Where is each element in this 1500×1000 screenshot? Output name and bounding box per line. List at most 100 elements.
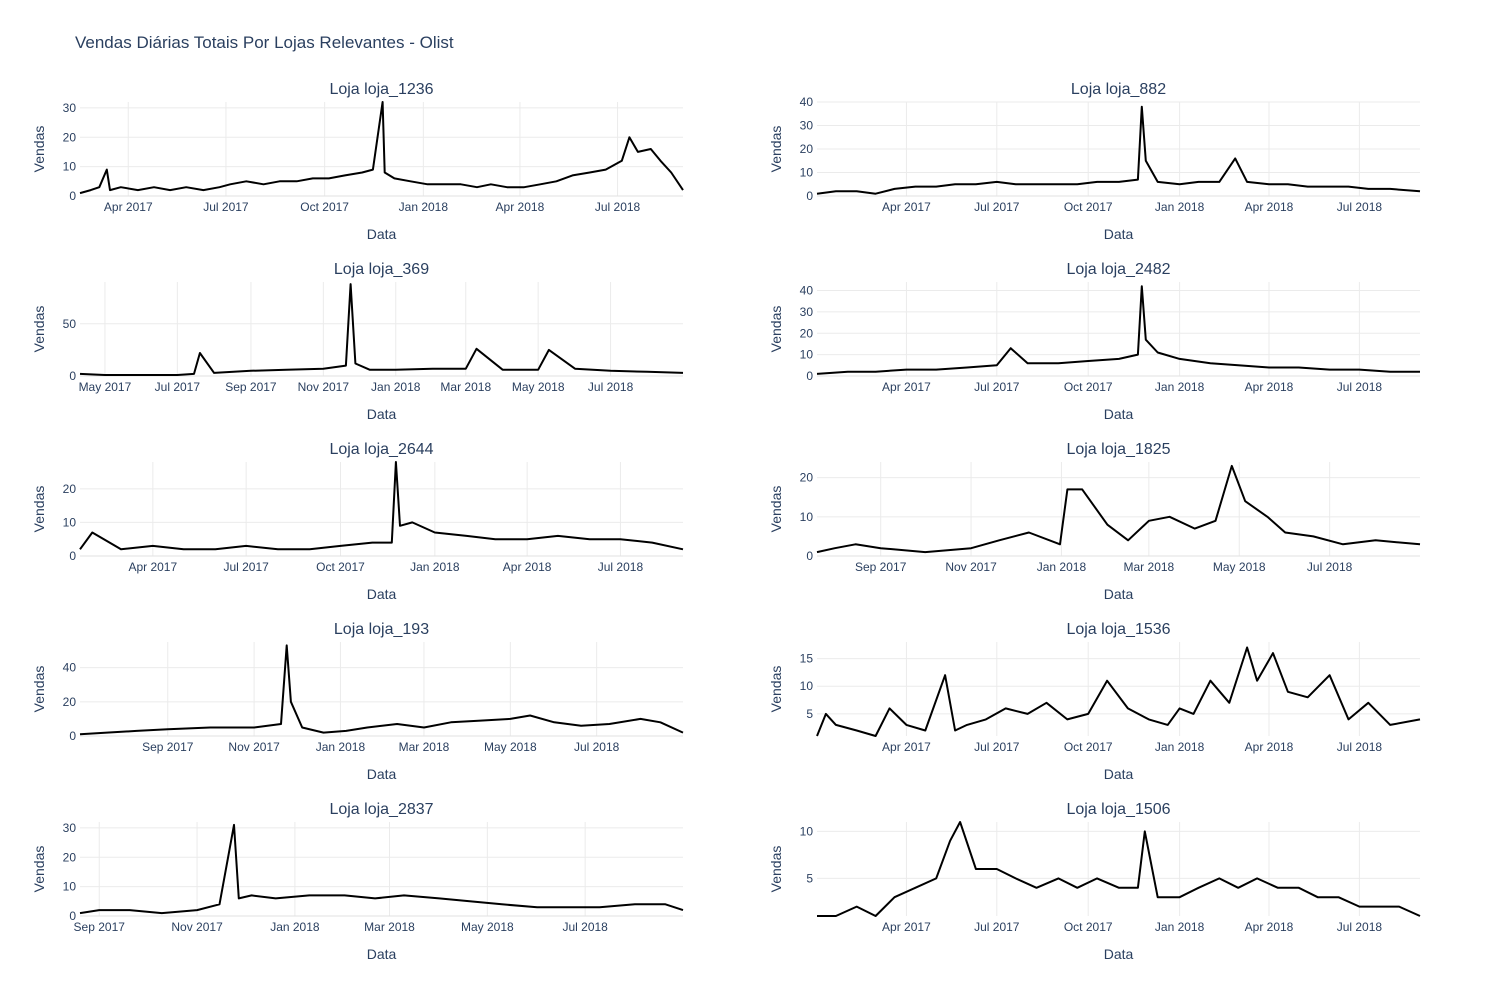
y-tick-label: 0 bbox=[69, 909, 76, 923]
subplot-5: Apr 2017 Jul 2017 Oct 2017 Jan 2018 Apr 2018… bbox=[31, 441, 684, 602]
x-tick-label: Apr 2017 bbox=[882, 740, 931, 754]
x-axis-title: Data bbox=[367, 226, 397, 242]
y-tick-label: 10 bbox=[800, 510, 814, 524]
x-axis-title: Data bbox=[367, 766, 397, 782]
x-tick-label: May 2017 bbox=[79, 380, 132, 394]
x-tick-label: Apr 2017 bbox=[882, 920, 931, 934]
subplot-title: Loja loja_2837 bbox=[329, 801, 433, 818]
subplot-10: Apr 2017 Jul 2017 Oct 2017 Jan 2018 Apr 2018… bbox=[768, 801, 1421, 962]
y-axis-title: Vendas bbox=[768, 666, 784, 713]
subplot-6: Sep 2017 Nov 2017 Jan 2018 Mar 2018 May 2018… bbox=[768, 441, 1421, 602]
y-tick-label: 40 bbox=[800, 95, 814, 109]
x-tick-label: Jan 2018 bbox=[1155, 740, 1205, 754]
x-tick-label: Jul 2017 bbox=[974, 920, 1020, 934]
x-tick-label: Oct 2017 bbox=[1064, 920, 1113, 934]
x-tick-label: Nov 2017 bbox=[228, 740, 280, 754]
x-tick-label: Jul 2017 bbox=[223, 560, 269, 574]
x-tick-label: Jan 2018 bbox=[1155, 200, 1205, 214]
x-tick-label: Jul 2017 bbox=[155, 380, 201, 394]
x-tick-label: Jul 2018 bbox=[598, 560, 644, 574]
x-tick-label: Apr 2017 bbox=[128, 560, 177, 574]
x-axis-title: Data bbox=[1104, 226, 1134, 242]
subplot-1: Apr 2017 Jul 2017 Oct 2017 Jan 2018 Apr 2018… bbox=[31, 81, 684, 242]
x-tick-label: Jan 2018 bbox=[316, 740, 366, 754]
x-tick-label: Mar 2018 bbox=[399, 740, 450, 754]
y-tick-label: 0 bbox=[806, 189, 813, 203]
x-tick-label: Jan 2018 bbox=[1037, 560, 1087, 574]
x-axis-title: Data bbox=[1104, 946, 1134, 962]
x-tick-label: Apr 2018 bbox=[503, 560, 552, 574]
subplot-title: Loja loja_1825 bbox=[1066, 441, 1170, 458]
subplot-title: Loja loja_1536 bbox=[1066, 621, 1170, 638]
y-tick-label: 10 bbox=[800, 824, 814, 838]
x-tick-label: Apr 2018 bbox=[1245, 920, 1294, 934]
y-axis-title: Vendas bbox=[31, 126, 47, 173]
y-tick-label: 10 bbox=[800, 679, 814, 693]
y-tick-label: 30 bbox=[800, 305, 814, 319]
x-tick-label: Oct 2017 bbox=[300, 200, 349, 214]
y-tick-label: 0 bbox=[69, 189, 76, 203]
series-line bbox=[816, 646, 1421, 737]
y-tick-label: 30 bbox=[63, 821, 77, 835]
x-tick-label: Jul 2018 bbox=[588, 380, 634, 394]
x-tick-label: Sep 2017 bbox=[225, 380, 277, 394]
subplot-title: Loja loja_2644 bbox=[329, 441, 433, 458]
x-tick-label: Nov 2017 bbox=[945, 560, 997, 574]
main-title: Vendas Diárias Totais Por Lojas Relevant… bbox=[75, 33, 454, 52]
y-axis-title: Vendas bbox=[768, 126, 784, 173]
x-tick-label: Apr 2017 bbox=[104, 200, 153, 214]
y-tick-label: 10 bbox=[800, 166, 814, 180]
series-line bbox=[79, 101, 684, 195]
y-tick-label: 0 bbox=[806, 549, 813, 563]
y-tick-label: 20 bbox=[63, 482, 77, 496]
subplot-7: Sep 2017 Nov 2017 Jan 2018 Mar 2018 May 2018… bbox=[31, 621, 684, 782]
x-tick-label: Jul 2018 bbox=[1307, 560, 1353, 574]
y-tick-label: 0 bbox=[69, 729, 76, 743]
subplot-4: Apr 2017 Jul 2017 Oct 2017 Jan 2018 Apr 2018… bbox=[768, 261, 1420, 422]
series-line bbox=[816, 105, 1421, 195]
x-tick-label: Jul 2017 bbox=[974, 380, 1020, 394]
x-tick-label: Mar 2018 bbox=[440, 380, 491, 394]
y-tick-label: 30 bbox=[800, 119, 814, 133]
x-tick-label: Oct 2017 bbox=[1064, 380, 1113, 394]
x-tick-label: Jul 2018 bbox=[1337, 920, 1383, 934]
x-tick-label: Jan 2018 bbox=[371, 380, 421, 394]
x-tick-label: Nov 2017 bbox=[298, 380, 350, 394]
x-tick-label: Jul 2018 bbox=[1337, 380, 1383, 394]
y-tick-label: 5 bbox=[806, 707, 813, 721]
x-tick-label: Jul 2017 bbox=[974, 200, 1020, 214]
subplot-title: Loja loja_882 bbox=[1071, 81, 1166, 98]
x-tick-label: May 2018 bbox=[484, 740, 537, 754]
series-line bbox=[79, 644, 684, 736]
x-axis-title: Data bbox=[367, 406, 397, 422]
y-axis-title: Vendas bbox=[31, 846, 47, 893]
series-line bbox=[79, 283, 684, 376]
y-tick-label: 10 bbox=[63, 515, 77, 529]
x-tick-label: Jul 2018 bbox=[1337, 740, 1383, 754]
x-tick-label: Apr 2018 bbox=[496, 200, 545, 214]
y-axis-title: Vendas bbox=[31, 306, 47, 353]
x-tick-label: May 2018 bbox=[1213, 560, 1266, 574]
x-tick-label: Apr 2018 bbox=[1245, 200, 1294, 214]
y-tick-label: 40 bbox=[63, 661, 77, 675]
y-axis-title: Vendas bbox=[31, 486, 47, 533]
y-tick-label: 0 bbox=[806, 369, 813, 383]
y-axis-title: Vendas bbox=[768, 486, 784, 533]
subplot-title: Loja loja_1236 bbox=[329, 81, 433, 98]
series-line bbox=[79, 823, 684, 915]
y-tick-label: 20 bbox=[63, 850, 77, 864]
subplot-title: Loja loja_193 bbox=[334, 621, 429, 638]
y-tick-label: 20 bbox=[800, 142, 814, 156]
x-axis-title: Data bbox=[1104, 766, 1134, 782]
subplot-title: Loja loja_1506 bbox=[1066, 801, 1170, 818]
subplot-title: Loja loja_2482 bbox=[1066, 261, 1170, 278]
x-tick-label: May 2018 bbox=[512, 380, 565, 394]
x-tick-label: May 2018 bbox=[461, 920, 514, 934]
x-axis-title: Data bbox=[1104, 586, 1134, 602]
y-tick-label: 20 bbox=[800, 326, 814, 340]
y-tick-label: 10 bbox=[800, 348, 814, 362]
y-tick-label: 0 bbox=[69, 549, 76, 563]
x-axis-title: Data bbox=[367, 946, 397, 962]
x-axis-title: Data bbox=[1104, 406, 1134, 422]
